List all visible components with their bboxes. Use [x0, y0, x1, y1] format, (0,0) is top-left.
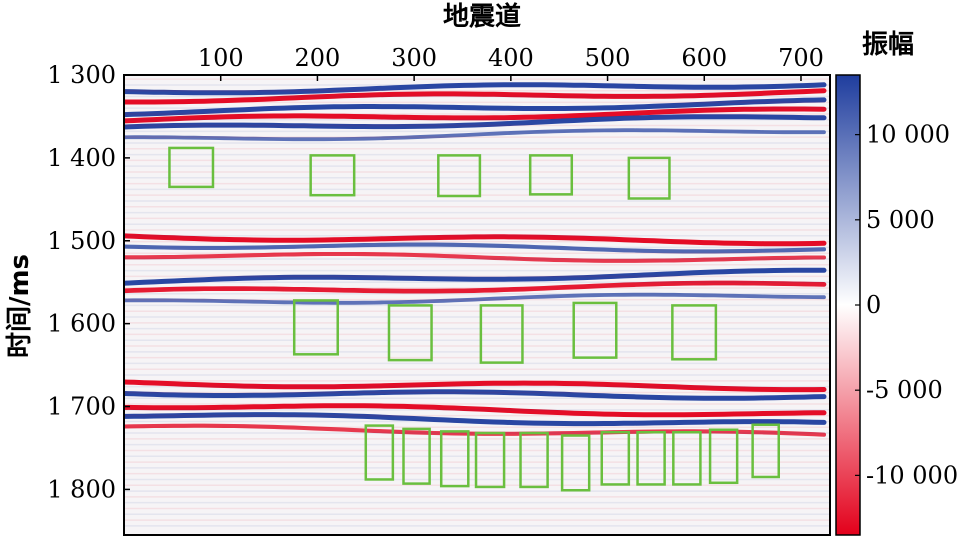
y-tick-label: 1 600	[47, 310, 116, 338]
reflector-line	[124, 233, 827, 247]
plot-frame	[123, 74, 831, 536]
annotation-box	[560, 434, 591, 492]
annotation-box	[439, 430, 470, 488]
reflector-line	[124, 412, 827, 427]
reflector-line	[124, 267, 827, 286]
reflector-line	[124, 292, 826, 305]
x-tick-label: 100	[198, 44, 244, 72]
y-axis-ticks: 1 300 1 400 1 500 1 600 1 700 1 800	[47, 61, 130, 503]
y-tick-label: 1 700	[47, 393, 116, 421]
reflector-line	[124, 242, 827, 254]
annotation-box	[672, 430, 702, 486]
colorbar-title: 振幅	[862, 30, 914, 60]
y-tick-label: 1 300	[47, 61, 116, 89]
annotation-box	[751, 423, 780, 479]
x-tick-label: 600	[681, 44, 727, 72]
annotation-box	[364, 424, 395, 481]
reflector-line	[124, 88, 827, 105]
colorbar-tick-label: -10 000	[866, 461, 958, 489]
reflector-line	[124, 251, 827, 263]
reflector-line	[124, 379, 827, 393]
x-tick-label: 700	[778, 44, 824, 72]
x-axis-title: 地震道	[443, 1, 521, 32]
annotation-box	[292, 299, 339, 356]
annotation-box	[528, 154, 574, 196]
annotation-box	[437, 154, 482, 198]
y-tick-label: 1 800	[47, 475, 116, 503]
reflector-line	[124, 128, 826, 142]
reflector-line	[124, 82, 827, 96]
reflector-layer	[124, 78, 830, 527]
annotation-box-layer	[168, 146, 780, 492]
annotation-box	[387, 304, 433, 362]
reflector-line	[124, 423, 827, 437]
annotation-box	[572, 301, 618, 359]
annotation-box	[600, 430, 631, 486]
reflector-line	[124, 106, 827, 124]
x-tick-label: 300	[391, 44, 437, 72]
reflector-line	[124, 280, 827, 294]
y-tick-label: 1 500	[47, 227, 116, 255]
x-tick-label: 500	[585, 44, 631, 72]
y-tick-label: 1 400	[47, 144, 116, 172]
reflector-line	[124, 389, 827, 401]
colorbar-tick-label: 10 000	[866, 121, 950, 149]
x-tick-label: 200	[295, 44, 341, 72]
annotation-box	[479, 304, 524, 364]
annotation-box	[402, 427, 431, 485]
annotation-box	[309, 154, 356, 197]
colorbar-tick-label: -5 000	[866, 376, 943, 404]
colorbar-ticks: 10 000 5 000 0 -5 000 -10 000	[855, 121, 958, 489]
colorbar-tick-label: 5 000	[866, 206, 935, 234]
colorbar-tick-label: 0	[866, 291, 881, 319]
reflector-line	[124, 403, 827, 418]
reflector-line	[124, 97, 827, 118]
annotation-box	[168, 146, 215, 189]
annotation-box	[519, 431, 549, 489]
annotation-box	[474, 431, 506, 489]
plot-area	[124, 75, 830, 535]
x-tick-label: 400	[488, 44, 534, 72]
x-axis-ticks: 100 200 300 400 500 600 700	[198, 44, 824, 81]
annotation-box	[708, 428, 739, 485]
annotation-box	[671, 304, 718, 361]
annotation-box	[627, 156, 671, 200]
y-axis-title: 时间/ms	[5, 254, 35, 358]
annotation-box	[636, 430, 666, 486]
reflector-line	[124, 114, 827, 130]
